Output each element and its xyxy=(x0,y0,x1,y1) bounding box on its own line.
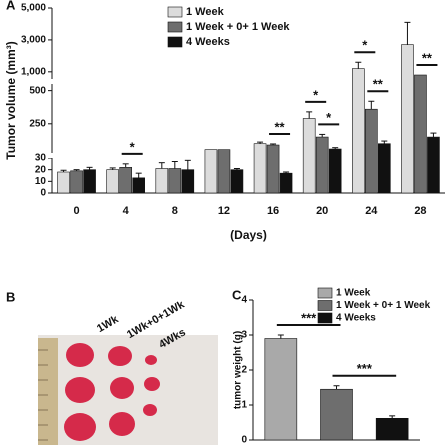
panel-label: B xyxy=(6,289,15,304)
bar xyxy=(70,170,83,194)
panel-label: A xyxy=(6,0,16,12)
legend-swatch xyxy=(317,312,333,324)
y-tick-label: 1,000 xyxy=(21,66,46,77)
bar xyxy=(119,167,132,194)
bar xyxy=(253,143,267,194)
bar xyxy=(204,149,218,194)
photo-label: 1Wk xyxy=(95,313,121,335)
bar xyxy=(328,148,342,194)
y-tick-label: 500 xyxy=(29,85,46,96)
x-tick-label: 16 xyxy=(267,205,279,217)
bar xyxy=(217,149,231,194)
x-tick-label: 20 xyxy=(316,205,328,217)
significance-label: ** xyxy=(422,50,433,65)
significance-label: ** xyxy=(275,119,286,134)
bar xyxy=(352,68,365,194)
significance-label: * xyxy=(313,87,319,102)
y-tick-label: 10 xyxy=(35,176,47,187)
x-tick-label: 0 xyxy=(74,205,80,217)
y-tick-label: 30 xyxy=(35,153,47,164)
significance-label: * xyxy=(362,38,368,53)
y-tick-label: 5,000 xyxy=(21,3,46,14)
significance-label: * xyxy=(326,110,332,125)
x-tick-label: 28 xyxy=(414,205,426,217)
y-tick-label: 250 xyxy=(29,118,46,129)
y-tick-label: 2 xyxy=(241,365,247,376)
photo xyxy=(38,335,218,445)
bar xyxy=(320,388,353,441)
x-tick-label: 8 xyxy=(172,205,178,217)
y-tick-label: 0 xyxy=(40,188,46,199)
legend-label: 4 Weeks xyxy=(186,36,230,48)
x-tick-label: 12 xyxy=(218,205,230,217)
legend-label: 1 Week xyxy=(336,288,371,299)
bar xyxy=(230,169,244,194)
significance-label: *** xyxy=(301,310,317,325)
bar xyxy=(279,172,293,194)
legend-swatch xyxy=(167,21,183,33)
axis-break xyxy=(46,79,56,84)
legend-swatch xyxy=(317,300,333,311)
significance-label: ** xyxy=(373,77,384,92)
legend-label: 1 Week xyxy=(186,6,225,18)
y-tick-label: 20 xyxy=(35,164,47,175)
axis-break xyxy=(46,153,56,158)
bar xyxy=(266,144,280,194)
x-tick-label: 4 xyxy=(123,205,130,217)
legend-swatch xyxy=(167,36,183,48)
y-tick-label: 1 xyxy=(241,400,247,411)
y-tick-label: 4 xyxy=(241,295,247,306)
bar xyxy=(106,169,119,194)
bar xyxy=(375,417,409,441)
significance-label: *** xyxy=(357,361,373,376)
legend-label: 1 Week + 0+ 1 Week xyxy=(336,300,431,311)
bar xyxy=(181,169,195,194)
bar xyxy=(378,143,391,194)
x-tick-label: 24 xyxy=(365,205,378,217)
bar xyxy=(155,168,169,194)
legend-swatch xyxy=(167,6,183,18)
panel-label: C xyxy=(232,287,242,302)
y-tick-label: 3,000 xyxy=(21,35,46,46)
legend-label: 1 Week + 0+ 1 Week xyxy=(186,21,290,33)
bar xyxy=(83,169,96,194)
y-axis-label: tumor weight (g) xyxy=(233,331,244,409)
bar xyxy=(264,338,298,441)
bar xyxy=(168,168,182,194)
legend-label: 4 Weeks xyxy=(336,313,376,324)
bar xyxy=(365,108,378,194)
bar xyxy=(401,44,414,194)
bar xyxy=(132,177,145,194)
bar xyxy=(57,171,70,194)
y-axis-label: Tumor volume (mm³) xyxy=(4,41,18,159)
significance-label: * xyxy=(130,139,136,154)
y-tick-label: 3 xyxy=(241,330,247,341)
bar xyxy=(427,136,440,194)
bar xyxy=(302,118,316,194)
y-tick-label: 0 xyxy=(241,435,247,445)
x-axis-label: (Days) xyxy=(230,228,267,242)
legend-swatch xyxy=(317,287,333,299)
bar xyxy=(315,136,329,194)
bar xyxy=(414,74,427,194)
